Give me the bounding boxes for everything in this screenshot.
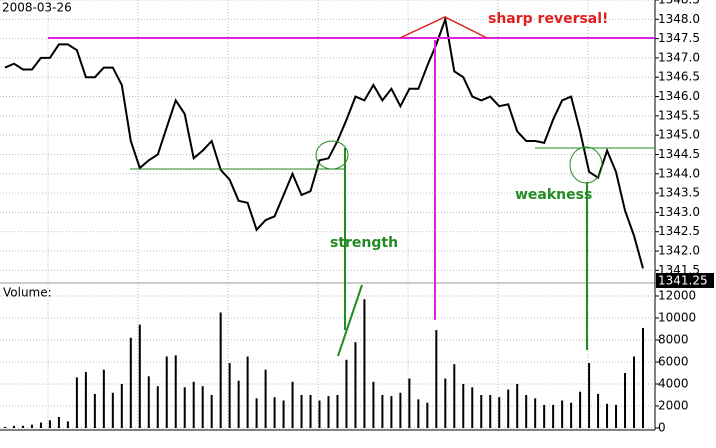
y-tick-label: 1342.5 bbox=[658, 224, 700, 238]
y-tick-label: 1348.0 bbox=[658, 12, 700, 26]
y-tick-label: 1343.5 bbox=[658, 186, 700, 200]
volume-label: Volume: bbox=[3, 286, 52, 300]
y-tick-label: 10000 bbox=[658, 311, 696, 325]
y-tick-label: 6000 bbox=[658, 355, 689, 369]
volume-trend bbox=[337, 284, 363, 357]
y-tick-label: 1346.5 bbox=[658, 70, 700, 84]
y-tick-label: 2000 bbox=[658, 399, 689, 413]
annotation-shapes bbox=[48, 16, 655, 357]
y-tick-label: 1344.0 bbox=[658, 166, 700, 180]
y-tick-label: 1345.5 bbox=[658, 108, 700, 122]
annotation: strength bbox=[330, 235, 398, 251]
y-tick-label: 8000 bbox=[658, 333, 689, 347]
plot bbox=[0, 0, 659, 429]
y-tick-label: 1343.0 bbox=[658, 205, 700, 219]
reversal-peak bbox=[399, 16, 488, 39]
y-tick-label: 1346.0 bbox=[658, 89, 700, 103]
annotation: sharp reversal! bbox=[488, 11, 608, 27]
y-tick-label: 1345.0 bbox=[658, 128, 700, 142]
last-price-label: 1341.25 bbox=[658, 274, 708, 288]
y-tick-label: 4000 bbox=[658, 377, 689, 391]
date-label: 2008-03-26 bbox=[2, 1, 72, 15]
y-tick-label: 1348.5 bbox=[658, 0, 700, 7]
y-tick-label: 1342.0 bbox=[658, 244, 700, 258]
strength-circle bbox=[315, 140, 349, 170]
y-tick-label: 1347.0 bbox=[658, 50, 700, 64]
y-tick-label: 1344.5 bbox=[658, 147, 700, 161]
y-tick-label: 12000 bbox=[658, 289, 696, 303]
price-line bbox=[4, 15, 644, 269]
y-tick-label: 1347.5 bbox=[658, 31, 700, 45]
annotation: weakness bbox=[515, 187, 592, 203]
last-price-box bbox=[656, 273, 714, 288]
y-tick-label: 0 bbox=[658, 421, 666, 435]
